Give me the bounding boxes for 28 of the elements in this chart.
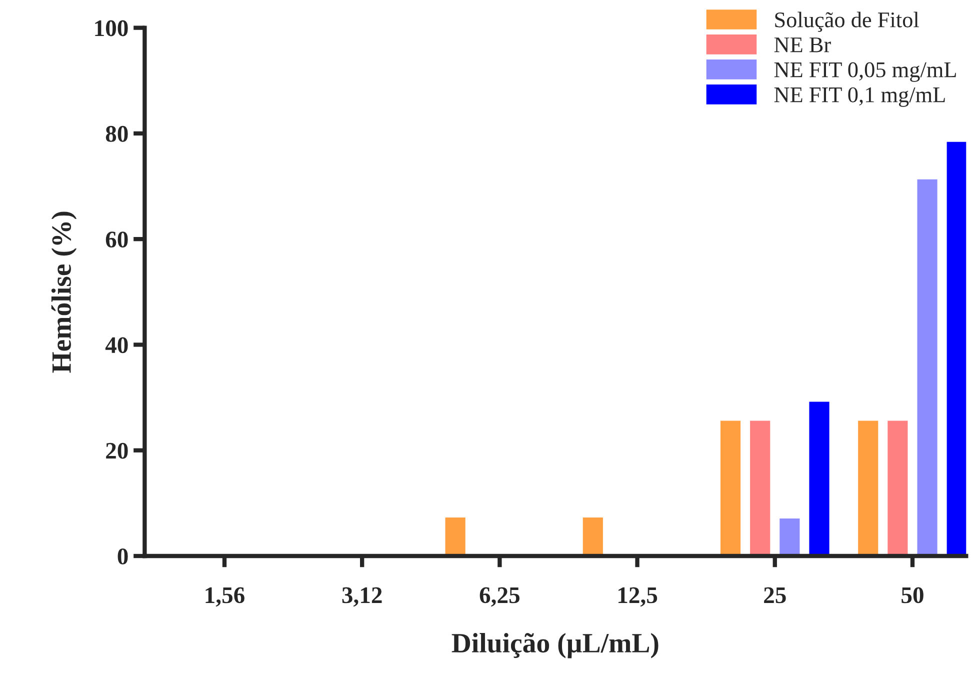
x-tick-label: 3,12 bbox=[342, 587, 382, 607]
x-tick-label: 6,25 bbox=[480, 587, 520, 607]
bar bbox=[888, 420, 908, 556]
bar bbox=[780, 518, 800, 556]
y-tick-label: 40 bbox=[105, 337, 128, 354]
bar bbox=[720, 420, 741, 556]
bar bbox=[858, 420, 878, 556]
bar bbox=[809, 402, 830, 556]
y-tick-label: 20 bbox=[106, 442, 128, 459]
bar bbox=[917, 179, 938, 556]
x-axis-title: Diluição (µL/mL) bbox=[452, 632, 658, 658]
bar bbox=[582, 517, 603, 556]
y-tick-label: 100 bbox=[95, 20, 128, 36]
x-tick-label: 25 bbox=[764, 587, 786, 604]
y-tick-label: 0 bbox=[118, 548, 128, 564]
legend-label: NE Br bbox=[774, 38, 831, 52]
legend-label: NE FIT 0,05 mg/mL bbox=[774, 62, 956, 82]
y-axis-title: Hemólise (%) bbox=[51, 212, 77, 373]
x-tick-label: 12,5 bbox=[618, 587, 658, 607]
y-tick-label: 60 bbox=[106, 232, 128, 248]
legend-label: NE FIT 0,1 mg/mL bbox=[774, 87, 945, 107]
x-tick-label: 50 bbox=[902, 587, 924, 604]
bar bbox=[946, 142, 966, 556]
x-tick-label: 1,56 bbox=[206, 587, 244, 607]
bar bbox=[445, 517, 466, 556]
bar bbox=[750, 420, 770, 556]
legend-label: Solução de Fitol bbox=[775, 12, 919, 32]
y-tick-label: 80 bbox=[106, 126, 128, 142]
